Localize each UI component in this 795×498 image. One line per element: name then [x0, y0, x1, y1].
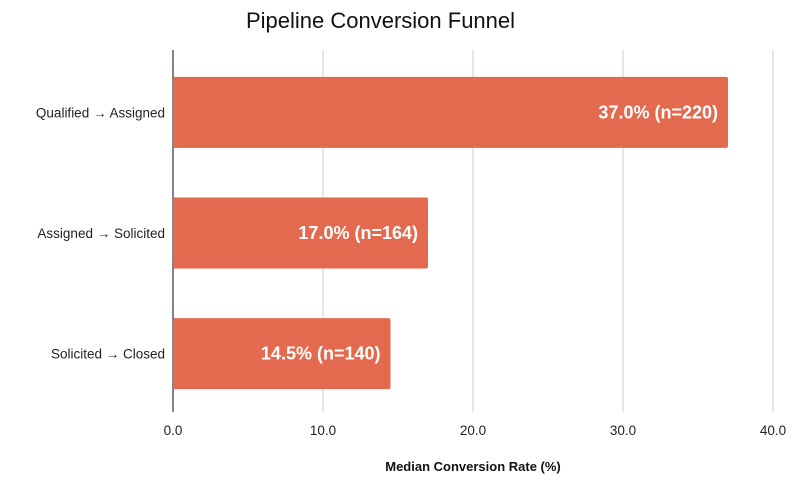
bar	[173, 318, 391, 390]
bar	[173, 76, 728, 148]
x-axis-title: Median Conversion Rate (%)	[385, 459, 561, 474]
bar-layer	[173, 76, 728, 390]
x-tick-label: 30.0	[610, 423, 636, 438]
category-label: Assigned → Solicited	[37, 226, 165, 241]
data-label: 14.5% (n=140)	[261, 344, 381, 364]
category-label: Qualified → Assigned	[36, 105, 165, 120]
chart-title: Pipeline Conversion Funnel	[245, 8, 516, 33]
data-label: 37.0% (n=220)	[598, 102, 718, 122]
x-tick-label: 40.0	[760, 423, 786, 438]
bar	[173, 197, 428, 269]
label-layer: 0.0 10.0 20.0 30.0 40.0 37.0% (n=220) Qualifie…	[36, 102, 786, 438]
x-tick-label: 0.0	[164, 423, 183, 438]
category-label: Solicited → Closed	[51, 347, 165, 362]
x-tick-label: 20.0	[460, 423, 486, 438]
x-tick-label: 10.0	[310, 423, 336, 438]
data-label: 17.0% (n=164)	[298, 223, 418, 243]
